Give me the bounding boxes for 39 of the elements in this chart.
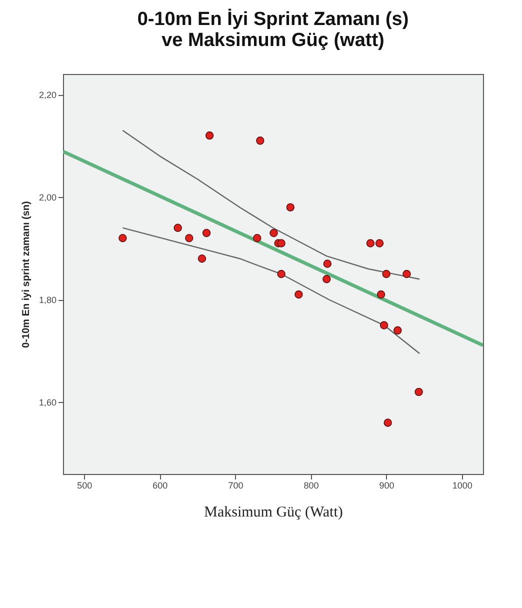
line-series [122,227,420,354]
point [394,326,402,335]
x-tick-label: 900 [379,480,394,490]
point [198,254,206,263]
line-series [122,130,420,280]
x-tick-label: 1000 [452,480,472,490]
point [118,234,127,242]
point [277,239,286,248]
point [402,270,411,278]
point [323,260,332,268]
point [270,228,278,238]
y-tick-label: 2,20 [38,90,56,100]
point [205,131,214,140]
point [277,270,286,278]
point [286,203,294,212]
point [376,290,386,299]
point [384,418,392,427]
y-tick-label: 2,00 [38,192,56,203]
y-tick-label: 1,60 [38,398,56,408]
point [202,228,211,238]
point [256,136,264,145]
y-axis-title: 0-10m En iyi sprint zamanı (sn) [20,201,32,348]
point [322,275,331,284]
point [253,234,262,242]
point [185,234,194,242]
point [414,388,423,396]
point [380,321,388,330]
point [174,224,182,232]
y-tick-label: 1,80 [38,295,56,306]
chart-title: 0-10m En İyi Sprint Zamanı (s) ve Maksimum Güç (watt) [137,8,409,51]
point [382,270,390,278]
x-tick-label: 700 [228,480,244,490]
x-axis-title: Maksimum Güç (Watt) [204,504,343,520]
point [375,239,384,248]
point [366,239,375,248]
x-tick-label: 500 [77,480,92,490]
point [294,290,303,299]
x-tick-label: 800 [304,480,319,490]
x-tick-label: 600 [152,480,168,490]
